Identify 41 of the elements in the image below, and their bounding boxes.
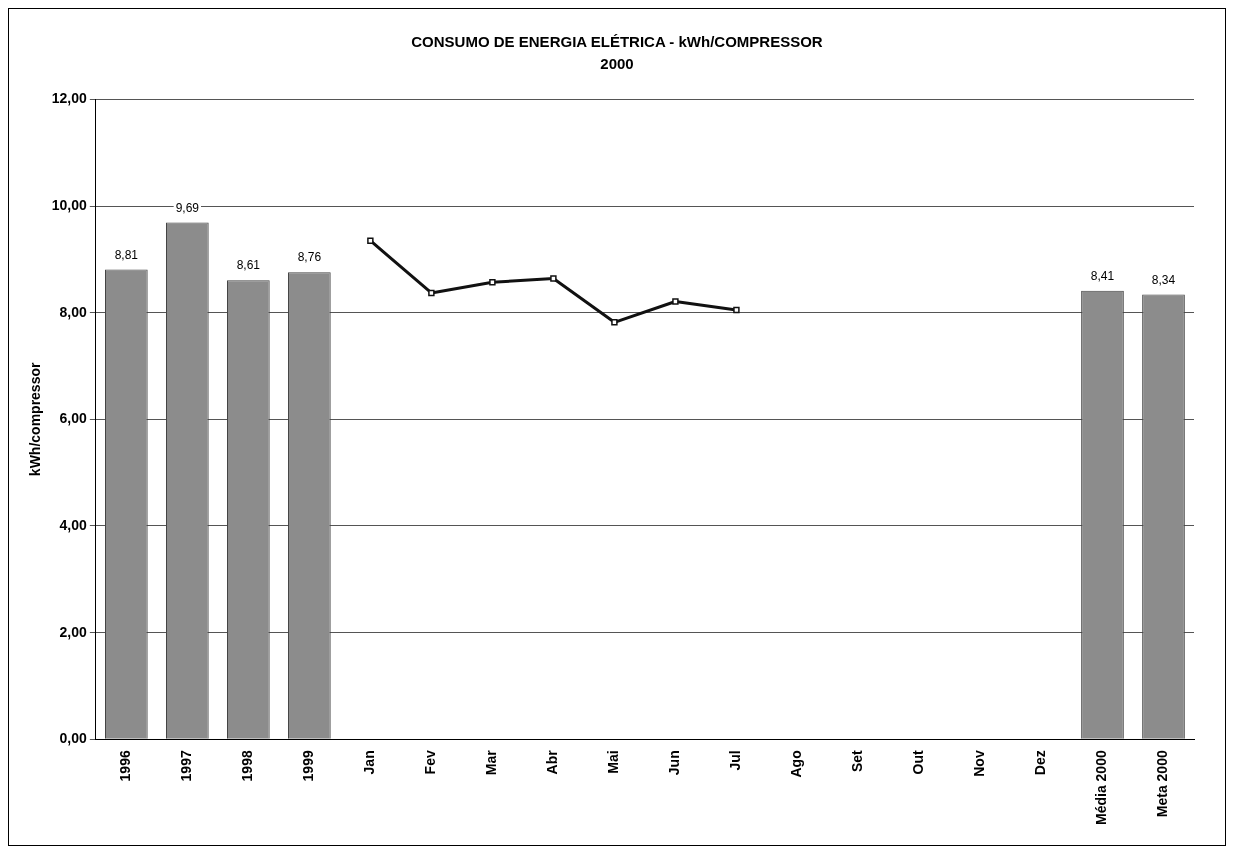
x-tick-label: Mai	[605, 750, 622, 774]
data-label: 8,34	[1151, 272, 1176, 287]
data-label: 8,41	[1090, 269, 1115, 284]
data-label: 9,69	[175, 200, 200, 215]
x-tick-label: Média 2000	[1093, 750, 1110, 826]
x-tick-label: Fev	[422, 750, 439, 775]
y-axis-title: kWh/compressor	[27, 362, 44, 477]
x-tick-label: Out	[910, 749, 927, 775]
chart-title: CONSUMO DE ENERGIA ELÉTRICA - kWh/COMPRESSOR	[410, 33, 824, 50]
x-tick-label: Jul	[727, 750, 744, 771]
y-tick-label: 6,00	[59, 410, 88, 427]
y-tick-label: 12,00	[51, 90, 88, 107]
y-tick-label: 10,00	[51, 196, 88, 213]
y-tick-label: 0,00	[59, 730, 88, 747]
y-tick-label: 4,00	[59, 516, 88, 533]
x-tick-label: Mar	[483, 749, 500, 776]
data-label: 8,61	[236, 258, 261, 273]
data-label: 8,76	[297, 250, 322, 265]
point	[428, 289, 435, 297]
x-tick-label: Nov	[971, 750, 988, 777]
x-tick-label: Abr	[544, 749, 561, 775]
data-label: 8,81	[114, 247, 139, 262]
x-tick-label: 1998	[239, 750, 256, 782]
point	[672, 298, 679, 305]
point	[550, 275, 557, 282]
x-tick-label: Dez	[1032, 750, 1049, 776]
y-tick-label: 2,00	[59, 623, 88, 640]
point	[367, 237, 374, 244]
x-tick-label: Jun	[666, 750, 683, 776]
point	[611, 319, 618, 326]
chart-subtitle: 2000	[599, 55, 635, 72]
x-tick-label: Set	[849, 749, 866, 773]
point	[733, 306, 740, 314]
x-tick-label: 1996	[117, 750, 134, 782]
x-tick-label: Meta 2000	[1154, 750, 1171, 818]
x-tick-label: Jan	[361, 750, 378, 775]
point	[489, 279, 496, 286]
x-tick-label: 1997	[178, 750, 195, 782]
y-tick-label: 8,00	[59, 303, 88, 320]
x-tick-label: 1999	[300, 750, 317, 782]
x-tick-label: Ago	[788, 750, 805, 778]
